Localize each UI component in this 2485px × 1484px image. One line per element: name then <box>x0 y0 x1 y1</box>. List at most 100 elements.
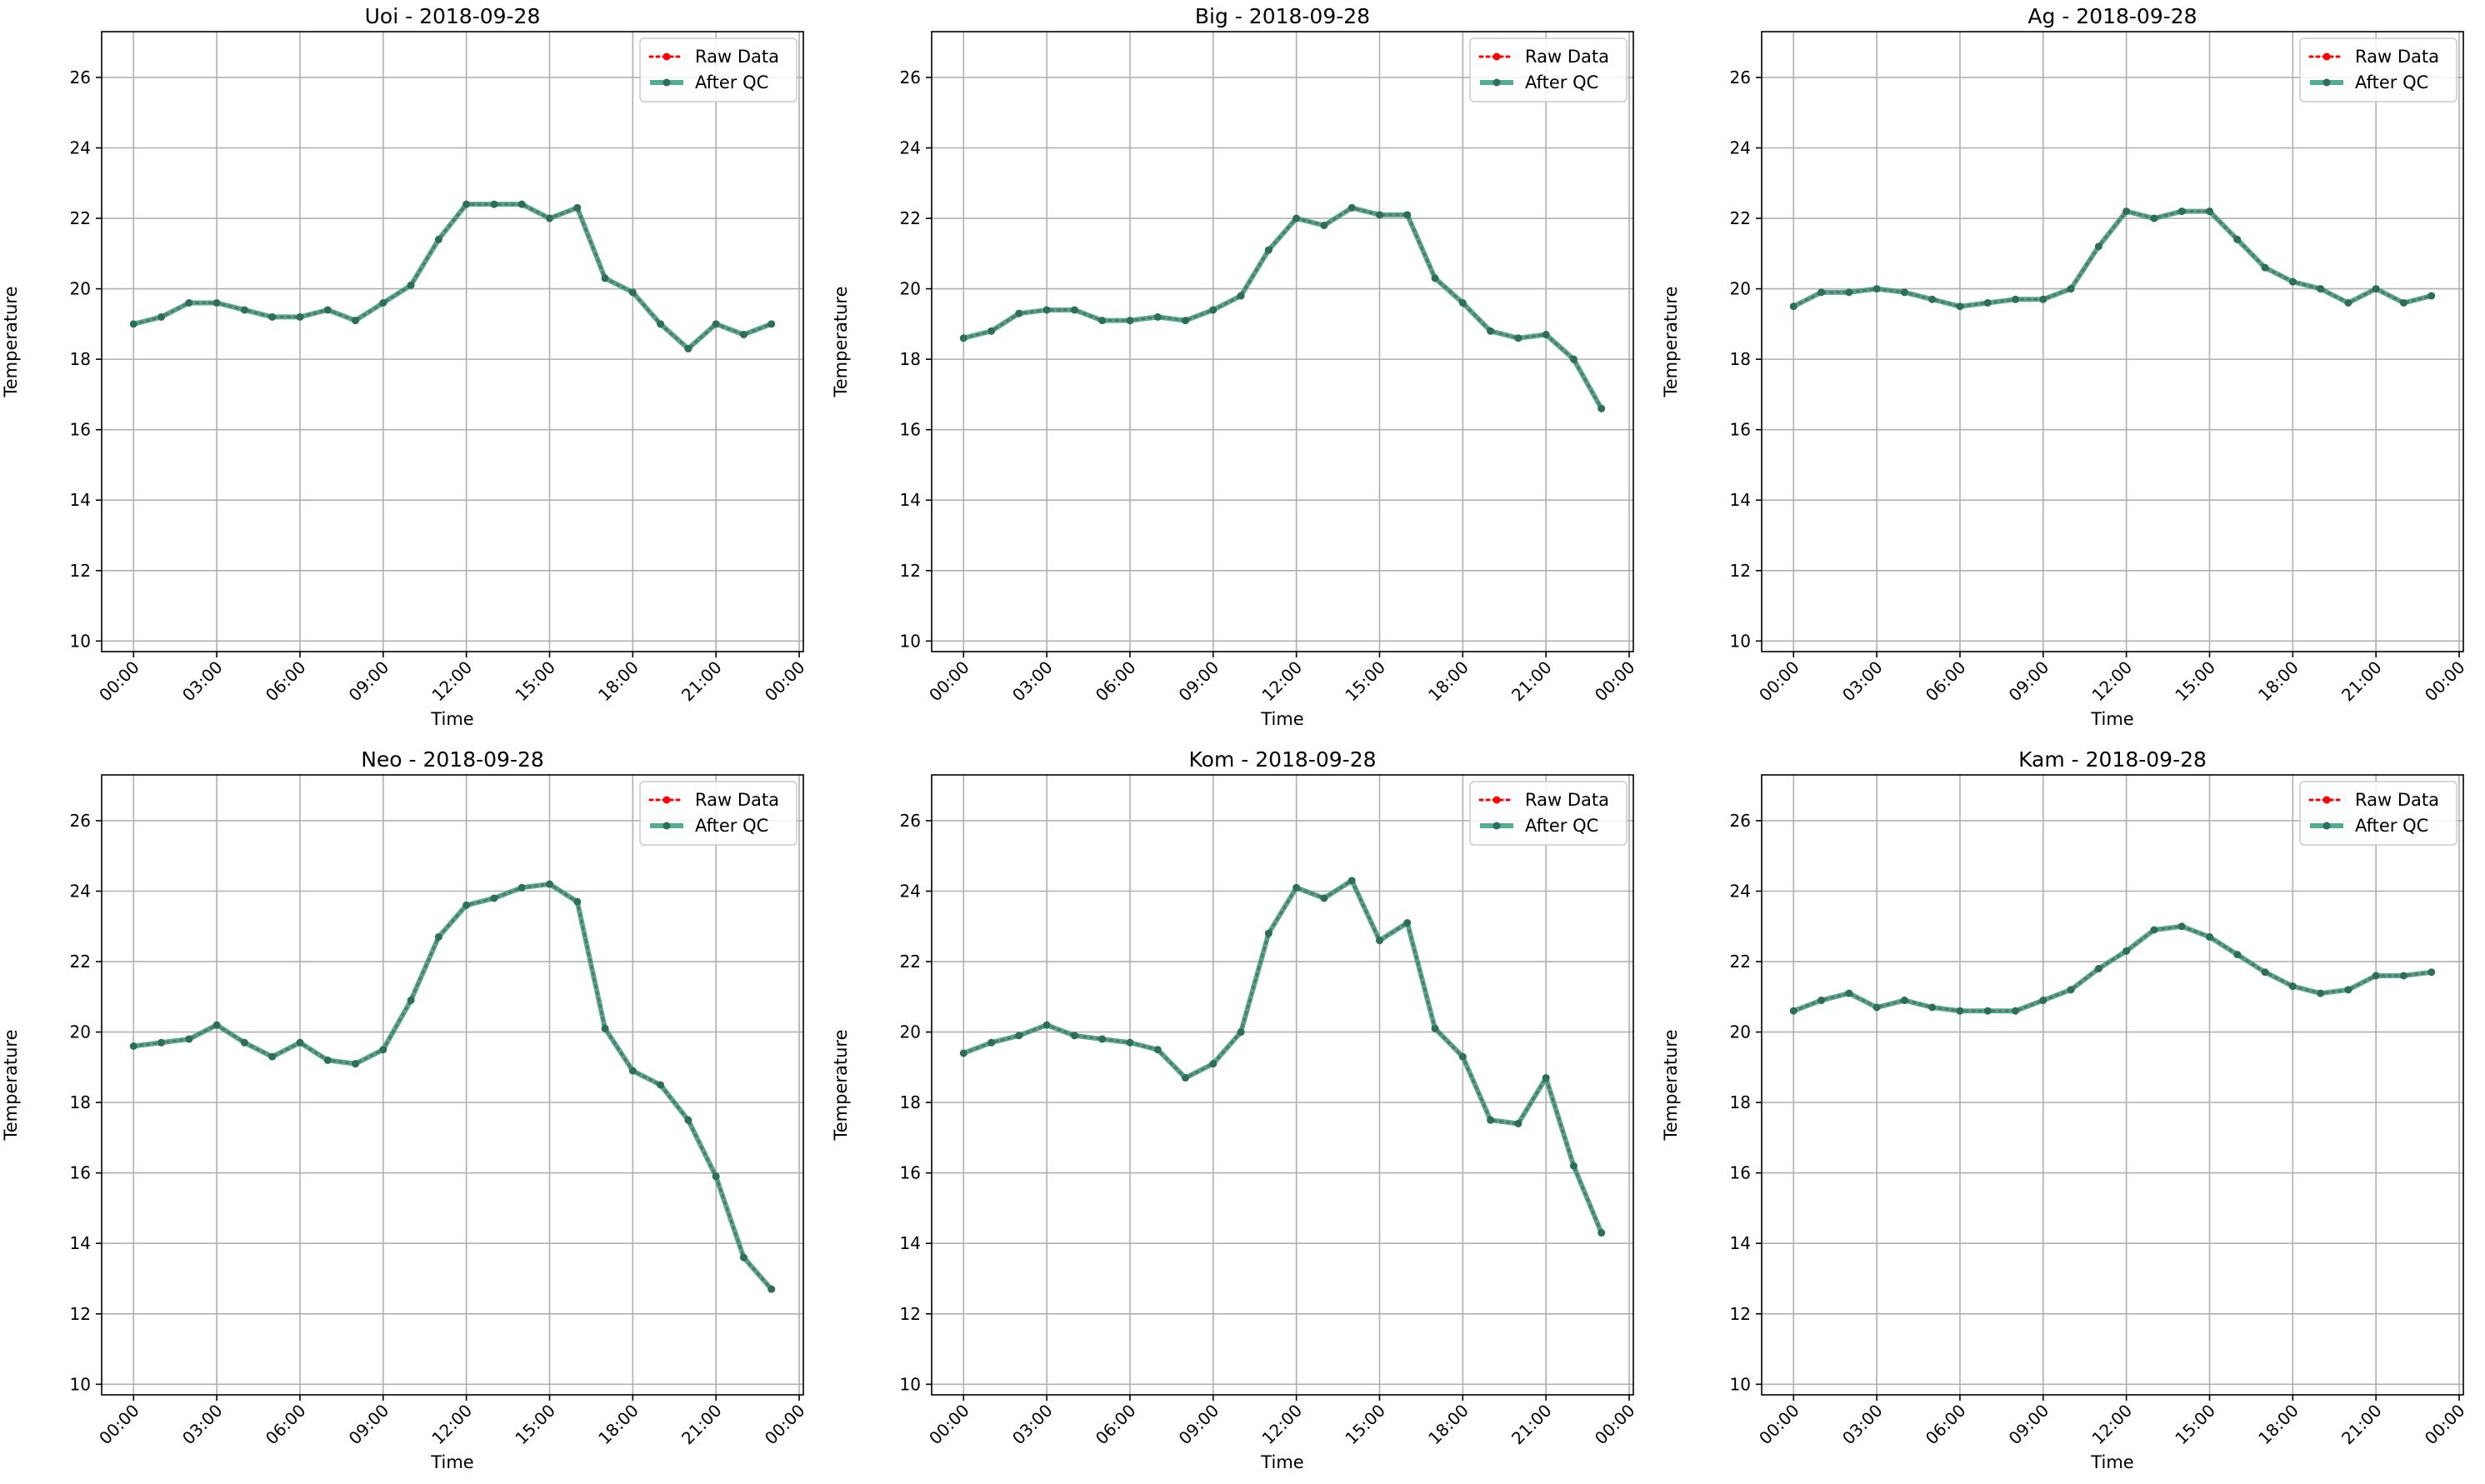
after-qc-point <box>712 320 720 328</box>
after-qc-point <box>768 1285 776 1293</box>
y-tick-label: 16 <box>1730 420 1751 440</box>
after-qc-point <box>129 320 138 328</box>
x-tick-label: 00:00 <box>2421 657 2469 706</box>
after-qc-point <box>1487 327 1495 335</box>
after-qc-point <box>1983 299 1992 307</box>
after-qc-point <box>1928 295 1937 303</box>
y-tick-label: 16 <box>70 420 91 440</box>
y-tick-label: 20 <box>70 1022 91 1042</box>
x-tick-label: 21:00 <box>678 1401 726 1449</box>
x-tick-label: 09:00 <box>345 1401 393 1449</box>
after-qc-point <box>1182 1074 1190 1082</box>
after-qc-point <box>657 320 665 328</box>
legend-after-qc-label: After QC <box>1525 816 1598 836</box>
y-tick-label: 10 <box>900 1374 921 1394</box>
after-qc-point <box>1182 317 1190 325</box>
series-after-qc <box>959 877 1606 1237</box>
legend-raw-data-label: Raw Data <box>2355 790 2439 810</box>
x-tick-label: 00:00 <box>1591 657 1639 706</box>
after-qc-point <box>1845 288 1853 297</box>
after-qc-point <box>1375 937 1383 945</box>
x-tick-label: 21:00 <box>1508 1401 1556 1449</box>
after-qc-point <box>1126 317 1134 325</box>
y-tick-label: 16 <box>900 420 921 440</box>
y-tick-label: 20 <box>70 279 91 299</box>
y-tick-label: 26 <box>1730 67 1751 87</box>
x-axis-label: Time <box>430 709 473 729</box>
after-qc-point <box>1956 302 1964 311</box>
y-tick-label: 22 <box>70 952 91 972</box>
legend-raw-data-label: Raw Data <box>1525 47 1609 67</box>
x-tick-label: 12:00 <box>1258 1401 1306 1449</box>
after-qc-point <box>1789 1007 1798 1015</box>
x-tick-label: 18:00 <box>1424 657 1472 706</box>
series-raw-data <box>130 881 775 1293</box>
after-qc-point <box>518 200 526 208</box>
after-qc-point <box>158 312 166 321</box>
after-qc-point <box>1928 1003 1937 1012</box>
legend-raw-data-label: Raw Data <box>695 47 779 67</box>
x-axis-label: Time <box>2090 1452 2133 1472</box>
y-tick-label: 14 <box>900 1233 921 1253</box>
y-tick-label: 20 <box>1730 1022 1751 1042</box>
after-qc-point <box>1431 274 1439 282</box>
after-qc-point <box>2428 968 2436 977</box>
x-tick-label: 21:00 <box>678 657 726 706</box>
after-qc-point <box>1789 302 1798 311</box>
after-qc-point <box>739 1253 748 1262</box>
series-after-qc <box>1789 207 2436 311</box>
after-qc-point <box>2233 951 2242 959</box>
after-qc-point <box>1900 997 1908 1005</box>
y-tick-label: 10 <box>1730 1374 1751 1394</box>
subplot-2: 10 12 14 16 18 20 22 24 26 00:00 03:00 06:00 09:00 12… <box>831 4 1639 729</box>
after-qc-point <box>1153 312 1162 321</box>
x-tick-label: 12:00 <box>2088 657 2136 706</box>
y-tick-label: 12 <box>1730 1304 1751 1324</box>
axes-frame <box>101 774 804 1396</box>
y-axis-label: Temperature <box>1 286 21 397</box>
legend-raw-data-label: Raw Data <box>2355 47 2439 67</box>
after-qc-line <box>1792 208 2432 309</box>
after-qc-point <box>628 1067 637 1075</box>
y-tick-label: 18 <box>70 349 91 369</box>
y-tick-label: 18 <box>1730 349 1751 369</box>
legend-raw-data-marker <box>2322 52 2331 61</box>
after-qc-point <box>2205 207 2213 216</box>
subplot-title: Uoi - 2018-09-28 <box>365 4 541 28</box>
after-qc-point <box>739 331 748 339</box>
y-axis-label: Temperature <box>1661 1029 1681 1141</box>
after-qc-point <box>573 897 582 906</box>
after-qc-point <box>1292 883 1301 892</box>
after-qc-point <box>2233 235 2242 243</box>
y-tick-label: 10 <box>1730 631 1751 651</box>
after-qc-point <box>1070 306 1078 314</box>
legend-after-qc-label: After QC <box>2355 816 2428 836</box>
after-qc-point <box>1070 1032 1078 1040</box>
legend-after-qc-label: After QC <box>695 72 768 92</box>
axes-frame <box>1761 774 2464 1396</box>
after-qc-point <box>1320 894 1328 902</box>
y-tick-label: 22 <box>1730 208 1751 228</box>
after-qc-point <box>1403 919 1412 927</box>
x-tick-label: 00:00 <box>1755 1401 1803 1449</box>
x-tick-label: 03:00 <box>1838 1401 1887 1449</box>
after-qc-point <box>2150 214 2158 222</box>
y-tick-label: 26 <box>900 67 921 87</box>
legend-after-qc-marker <box>1492 78 1501 87</box>
legend-after-qc-marker <box>1492 822 1501 830</box>
y-tick-label: 12 <box>70 1304 91 1324</box>
x-tick-label: 03:00 <box>1008 657 1057 706</box>
x-tick-label: 06:00 <box>1922 657 1970 706</box>
x-tick-label: 00:00 <box>95 1401 143 1449</box>
after-qc-point <box>1209 1060 1218 1068</box>
subplot-6: 10 12 14 16 18 20 22 24 26 00:00 03:00 06:00 09:00 12… <box>1661 747 2469 1472</box>
x-tick-label: 12:00 <box>2088 1401 2136 1449</box>
after-qc-point <box>296 1038 304 1047</box>
x-tick-label: 15:00 <box>1341 657 1389 706</box>
y-tick-label: 12 <box>900 561 921 581</box>
after-qc-point <box>490 200 498 208</box>
after-qc-point <box>545 214 553 222</box>
after-qc-point <box>185 299 193 307</box>
after-qc-point <box>1098 1035 1107 1043</box>
after-qc-point <box>434 235 442 243</box>
